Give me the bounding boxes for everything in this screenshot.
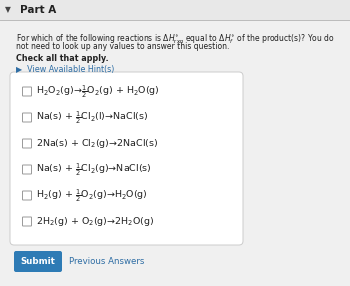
Text: not need to look up any values to answer this question.: not need to look up any values to answer… bbox=[16, 42, 229, 51]
FancyBboxPatch shape bbox=[22, 139, 32, 148]
Text: 2H$_2$(g) + O$_2$(g)→2H$_2$O(g): 2H$_2$(g) + O$_2$(g)→2H$_2$O(g) bbox=[36, 215, 154, 229]
FancyBboxPatch shape bbox=[22, 217, 32, 226]
FancyBboxPatch shape bbox=[22, 191, 32, 200]
FancyBboxPatch shape bbox=[0, 0, 350, 20]
FancyBboxPatch shape bbox=[22, 113, 32, 122]
Text: For which of the following reactions is $\Delta H_{\mathrm{rxn}}^{\circ}$ equal : For which of the following reactions is … bbox=[16, 32, 335, 45]
Text: Na(s) + $\frac{1}{2}$Cl$_2$(l)→NaCl(s): Na(s) + $\frac{1}{2}$Cl$_2$(l)→NaCl(s) bbox=[36, 110, 148, 126]
Text: 2Na(s) + Cl$_2$(g)→2NaCl(s): 2Na(s) + Cl$_2$(g)→2NaCl(s) bbox=[36, 138, 159, 150]
Text: Previous Answers: Previous Answers bbox=[69, 257, 144, 266]
Text: Submit: Submit bbox=[21, 257, 55, 266]
Text: H$_2$(g) + $\frac{1}{2}$O$_2$(g)→H$_2$O(g): H$_2$(g) + $\frac{1}{2}$O$_2$(g)→H$_2$O(… bbox=[36, 188, 148, 204]
FancyBboxPatch shape bbox=[14, 251, 62, 272]
Text: Part A: Part A bbox=[20, 5, 56, 15]
Text: Check all that apply.: Check all that apply. bbox=[16, 54, 108, 63]
Text: Na(s) + $\frac{1}{2}$Cl$_2$(g)→NaCl(s): Na(s) + $\frac{1}{2}$Cl$_2$(g)→NaCl(s) bbox=[36, 162, 152, 178]
Text: ▶  View Available Hint(s): ▶ View Available Hint(s) bbox=[16, 65, 114, 74]
Text: H$_2$O$_2$(g)→$\frac{1}{2}$O$_2$(g) + H$_2$O(g): H$_2$O$_2$(g)→$\frac{1}{2}$O$_2$(g) + H$… bbox=[36, 84, 160, 100]
FancyBboxPatch shape bbox=[22, 165, 32, 174]
FancyBboxPatch shape bbox=[10, 72, 243, 245]
Text: ▼: ▼ bbox=[5, 5, 11, 15]
FancyBboxPatch shape bbox=[22, 87, 32, 96]
